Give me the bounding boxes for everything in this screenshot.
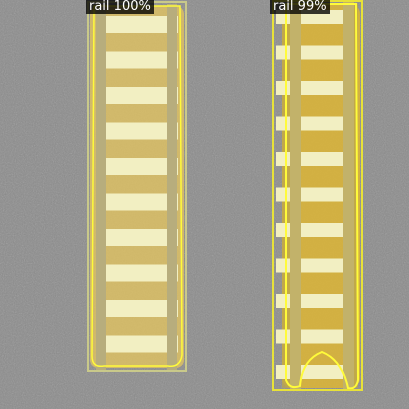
left-sleeper	[98, 87, 178, 104]
left-sleeper	[98, 51, 178, 69]
left-sleeper	[98, 122, 178, 140]
detection-label-left: rail 100%	[86, 0, 154, 14]
left-sleepers	[98, 16, 178, 353]
left-rail-east	[167, 4, 177, 370]
left-track	[87, 1, 187, 372]
right-rail-east	[343, 2, 354, 390]
left-sleeper	[98, 16, 178, 33]
left-mask-outline	[91, 5, 183, 368]
left-rail-west	[96, 4, 106, 370]
left-sleeper	[98, 264, 178, 282]
left-sleeper	[98, 300, 178, 317]
left-sleeper	[98, 158, 178, 175]
right-mask-outline	[285, 3, 360, 390]
left-sleeper	[98, 229, 178, 246]
right-rail-west	[290, 2, 301, 390]
detection-label-right: rail 99%	[270, 0, 330, 14]
left-sleeper	[98, 335, 178, 353]
left-sleeper	[98, 193, 178, 211]
right-track	[272, 0, 363, 391]
